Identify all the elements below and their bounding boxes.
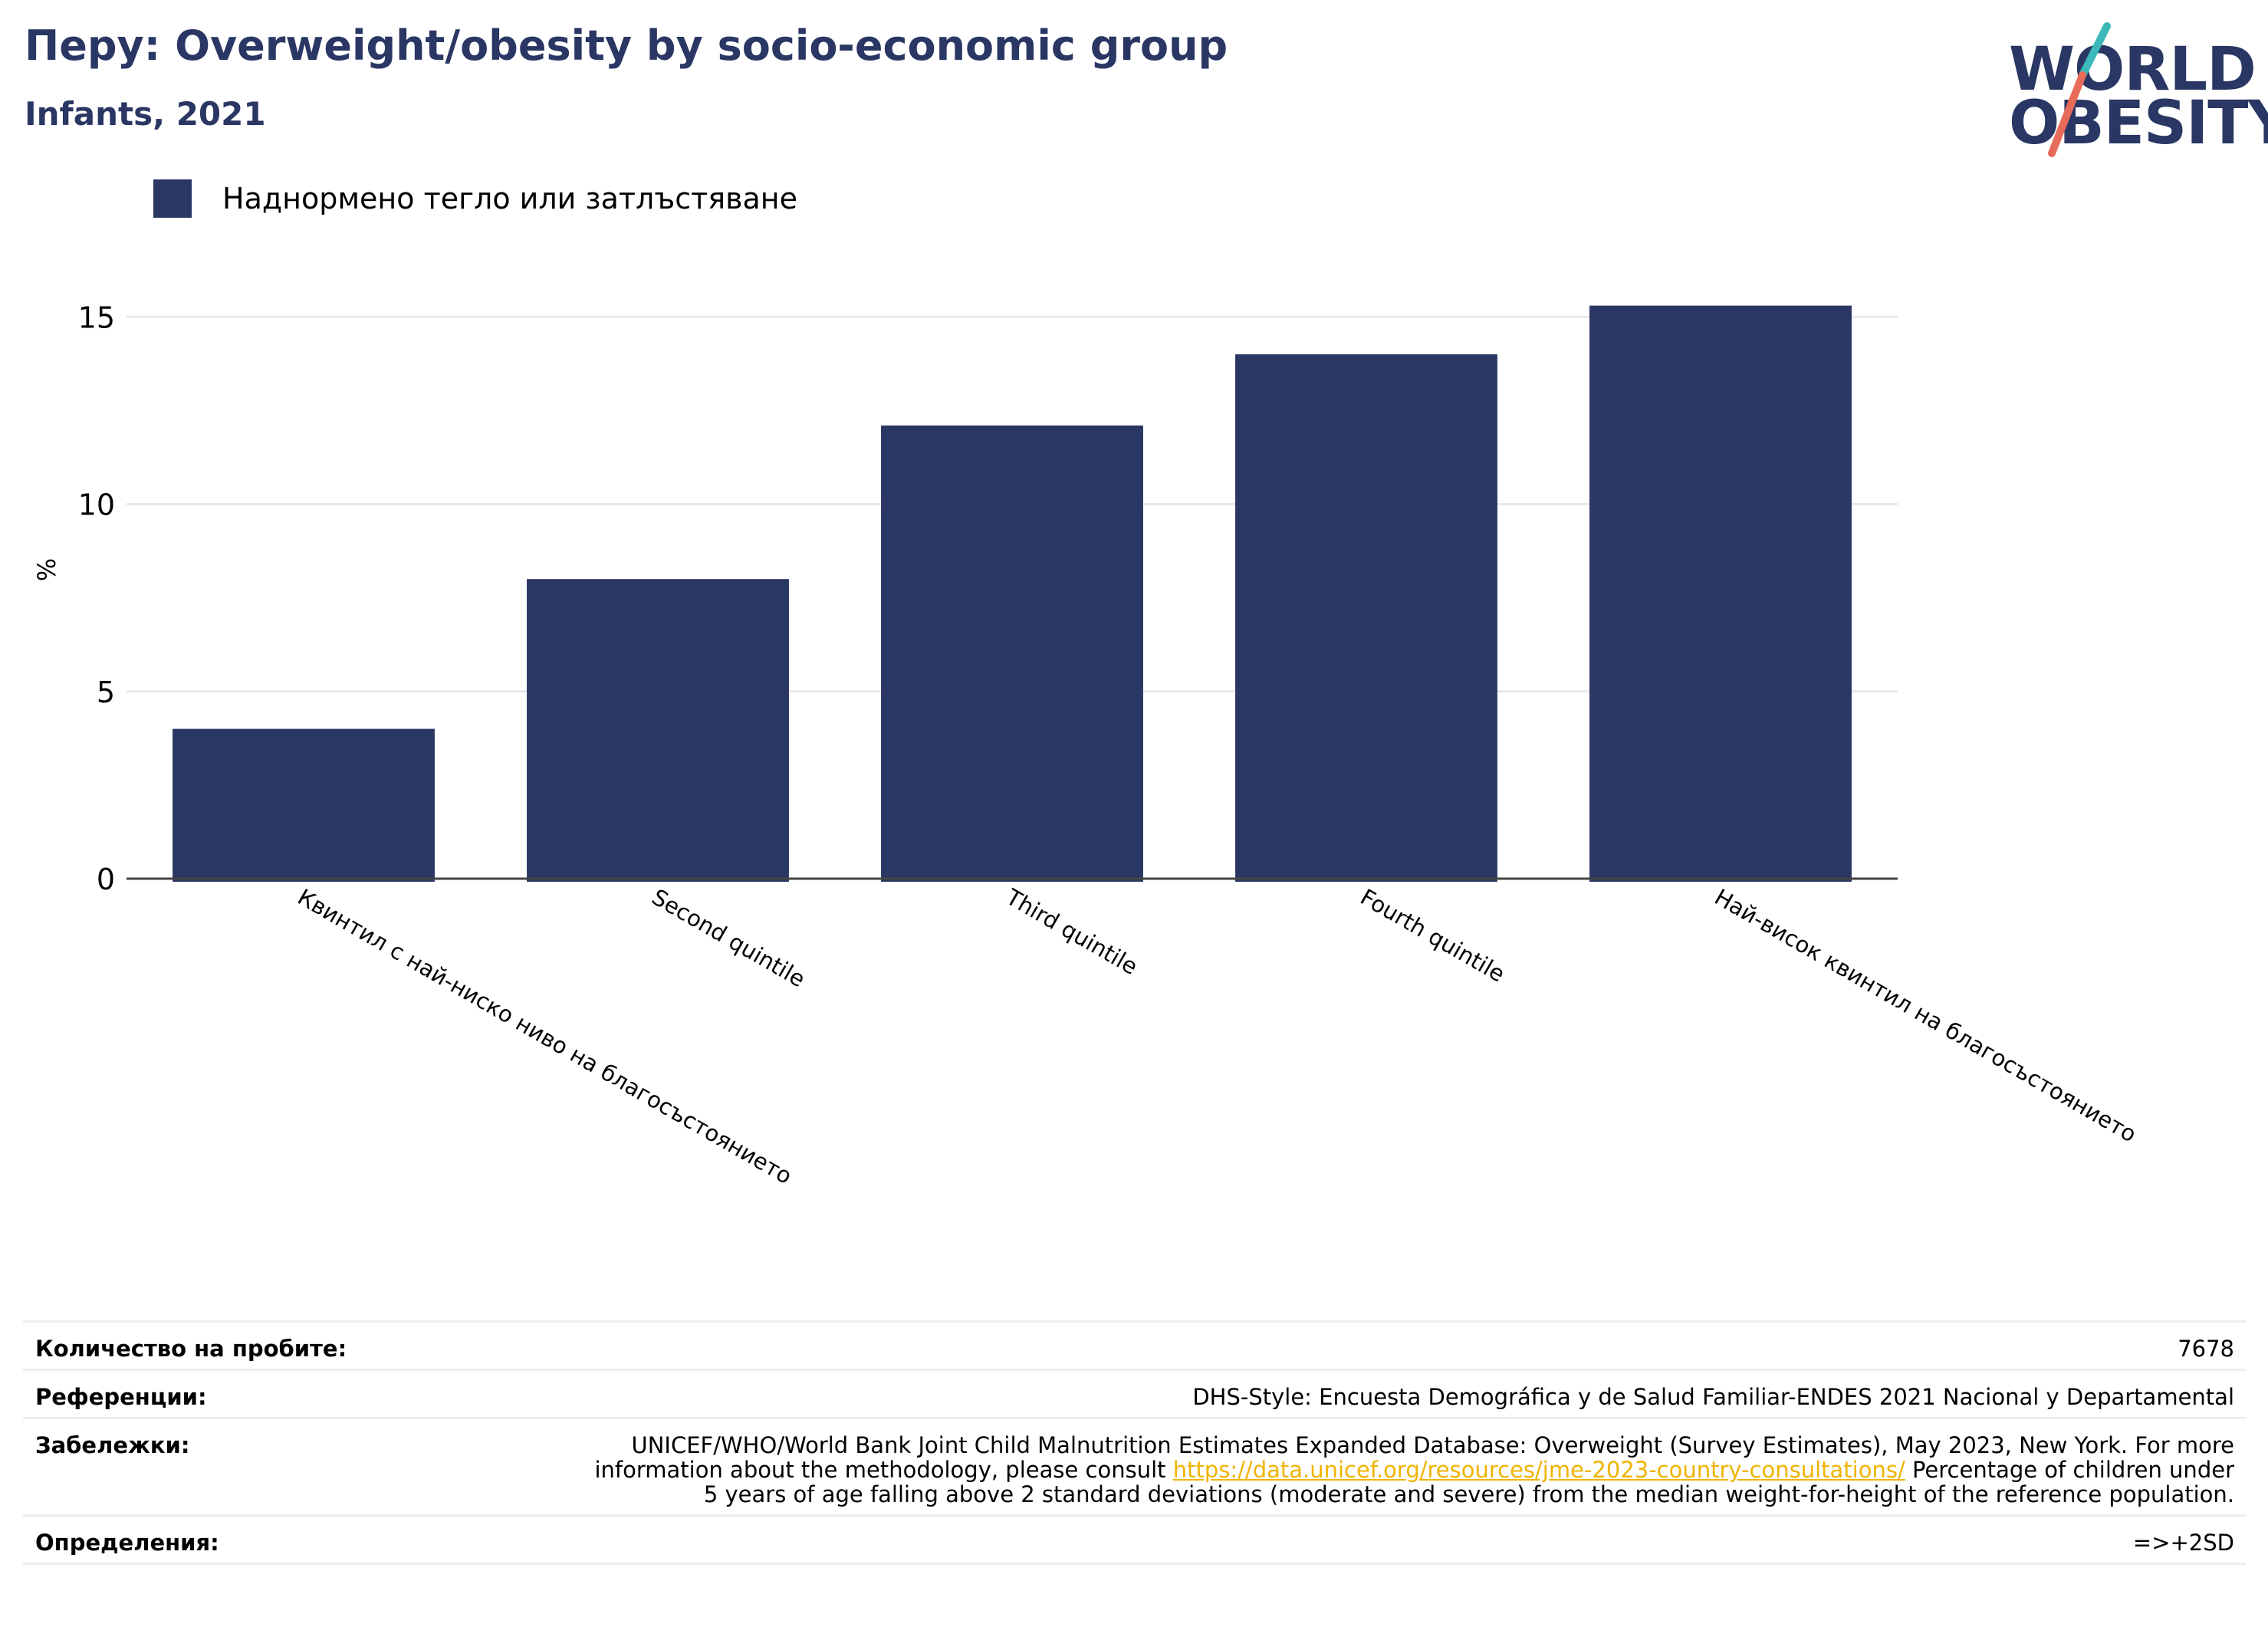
notes-link[interactable]: https://data.unicef.org/resources/jme-20…	[1172, 1457, 1905, 1483]
logo-line1: WORLD	[2009, 35, 2256, 104]
definitions-value: =>+2SD	[2132, 1530, 2234, 1556]
notes-text-pre: UNICEF/WHO/World Bank Joint Child Malnut…	[594, 1432, 2234, 1483]
footer-row-samples: Количество на пробите: 7678	[23, 1320, 2247, 1369]
samples-value: 7678	[2178, 1336, 2234, 1362]
x-tick-label: Fourth quintile	[1356, 884, 1510, 988]
references-value: DHS-Style: Encuesta Demográfica y de Sal…	[1192, 1384, 2234, 1410]
legend-label: Наднормено тегло или затлъстяване	[222, 182, 797, 215]
footer-row-notes: Забележки: UNICEF/WHO/World Bank Joint C…	[23, 1417, 2247, 1514]
y-tick-label: 15	[78, 301, 115, 334]
chart-footer: Количество на пробите: 7678 Референции: …	[23, 1320, 2247, 1565]
x-tick-label: Second quintile	[648, 884, 810, 993]
chart-legend: Наднормено тегло или затлъстяване	[153, 179, 797, 218]
definitions-label: Определения:	[35, 1530, 219, 1556]
chart-title: Перу: Overweight/obesity by socio-econom…	[25, 21, 1228, 70]
samples-label: Количество на пробите:	[35, 1336, 347, 1362]
bar	[1589, 305, 1852, 883]
bar	[173, 728, 435, 882]
notes-label: Забележки:	[35, 1432, 190, 1458]
logo-slash-icon	[2048, 22, 2111, 157]
chart-subtitle: Infants, 2021	[25, 95, 266, 133]
footer-row-definitions: Определения: =>+2SD	[23, 1514, 2247, 1565]
bar	[1235, 354, 1497, 882]
y-tick-label: 10	[78, 488, 115, 522]
legend-swatch	[153, 179, 192, 218]
y-tick-label: 0	[97, 863, 115, 896]
bar	[881, 425, 1143, 882]
y-axis-label: %	[32, 558, 61, 581]
notes-text-post: Percentage of children under 5 years of …	[703, 1457, 2234, 1507]
footer-row-references: Референции: DHS-Style: Encuesta Demográf…	[23, 1369, 2247, 1417]
references-label: Референции:	[35, 1384, 207, 1410]
notes-value: UNICEF/WHO/World Bank Joint Child Malnut…	[593, 1433, 2234, 1507]
x-tick-label: Third quintile	[1001, 883, 1142, 980]
x-tick-label: Най-висок квинтил на благосъстоянието	[1711, 884, 2141, 1148]
bar	[527, 579, 789, 882]
y-tick-label: 5	[97, 675, 115, 709]
world-obesity-logo: WORLD OBESITY	[1994, 21, 2268, 159]
